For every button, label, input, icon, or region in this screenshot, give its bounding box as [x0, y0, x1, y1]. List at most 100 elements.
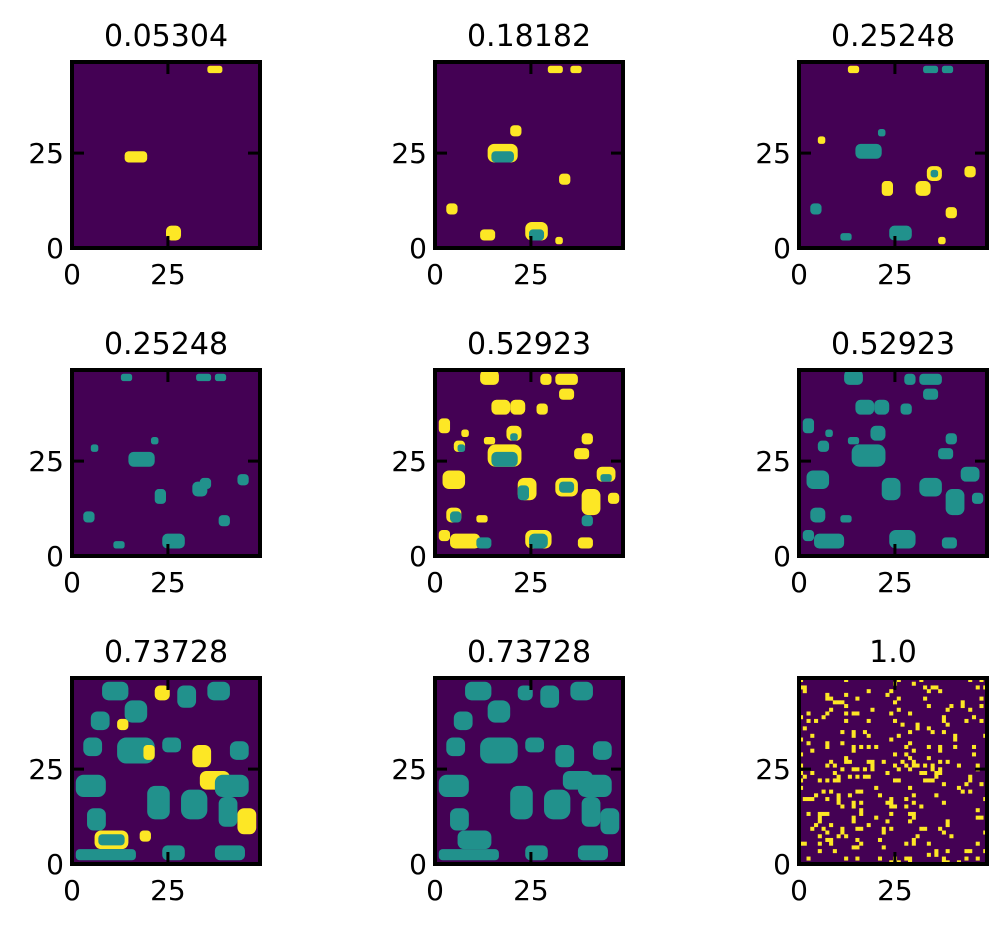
y-tick-label: 0 [409, 232, 427, 265]
heatmap-cell [817, 841, 822, 846]
heatmap-blob [840, 515, 852, 523]
heatmap-background [72, 62, 260, 248]
panel-title: 0.73728 [104, 635, 228, 670]
heatmap-cell [806, 711, 811, 716]
heatmap-blob [555, 236, 563, 245]
heatmap-cell [968, 678, 973, 683]
x-tick-label: 0 [790, 258, 808, 291]
heatmap-blob [802, 529, 815, 542]
heatmap-blob [607, 492, 620, 504]
heatmap-blob [450, 533, 481, 549]
heatmap-cell [949, 834, 954, 839]
heatmap-cell [821, 789, 826, 794]
heatmap-cell [840, 767, 845, 772]
heatmap-cell [866, 689, 871, 694]
heatmap-blob [510, 433, 518, 441]
heatmap-cell [814, 823, 819, 828]
x-tick-label: 25 [877, 874, 913, 907]
heatmap-cell [904, 804, 909, 809]
heatmap-cell [930, 730, 935, 735]
heatmap-blob [207, 65, 223, 74]
heatmap-cell [855, 711, 860, 716]
heatmap-blob [192, 744, 212, 768]
heatmap-cell [938, 767, 943, 772]
heatmap-cell [926, 689, 931, 694]
heatmap-cell [885, 692, 890, 697]
heatmap-cell [851, 730, 856, 735]
heatmap-cell [870, 763, 875, 768]
heatmap-cell [968, 789, 973, 794]
heatmap-cell [817, 849, 822, 854]
heatmap-cell [908, 767, 913, 772]
heatmap-cell [810, 826, 815, 831]
heatmap-cell [915, 763, 920, 768]
heatmap-blob [881, 477, 901, 501]
heatmap-cell [908, 741, 913, 746]
heatmap-cell [923, 826, 928, 831]
heatmap-blob [923, 65, 939, 74]
heatmap-cell [851, 748, 856, 753]
heatmap-cell [847, 793, 852, 798]
heatmap-cell [923, 696, 928, 701]
heatmap-blob [162, 845, 185, 861]
heatmap-blob [581, 433, 593, 445]
heatmap-blob [577, 774, 612, 798]
heatmap-blob [166, 225, 182, 241]
heatmap-blob [98, 834, 125, 846]
heatmap-blob [128, 451, 155, 467]
heatmap-cell [968, 849, 973, 854]
y-tick-label: 0 [409, 540, 427, 573]
heatmap-cell [968, 774, 973, 779]
heatmap-cell [941, 782, 946, 787]
heatmap-cell [926, 726, 931, 731]
heatmap-cell [941, 800, 946, 805]
heatmap-blob [438, 849, 499, 861]
heatmap-cell [799, 752, 804, 757]
panel-title: 0.18182 [467, 19, 591, 54]
heatmap-cell [859, 744, 864, 749]
heatmap-cell [900, 759, 905, 764]
x-tick-label: 0 [790, 566, 808, 599]
heatmap-cell [844, 856, 849, 861]
heatmap-blob [600, 808, 620, 835]
axes-frame [70, 60, 262, 250]
heatmap-cell [953, 733, 958, 738]
panel-3: 0.25248 0 25 0 25 [755, 19, 989, 291]
heatmap-image [72, 62, 260, 248]
heatmap-blob [964, 166, 976, 178]
panel-4: 0.25248 0 25 0 25 [28, 327, 262, 599]
heatmap-cell [911, 837, 916, 842]
heatmap-cell [919, 771, 924, 776]
heatmap-cell [889, 737, 894, 742]
heatmap-cell [971, 744, 977, 749]
heatmap-blob [465, 681, 492, 701]
heatmap-cell [923, 771, 928, 776]
heatmap-cell [926, 778, 931, 783]
heatmap-cell [941, 856, 946, 861]
heatmap-cell [855, 845, 860, 850]
heatmap-cell [799, 737, 804, 742]
heatmap-blob [446, 737, 466, 757]
heatmap-cell [904, 841, 909, 846]
heatmap-cell [866, 733, 871, 738]
heatmap-cell [851, 804, 856, 809]
heatmap-blob [855, 399, 875, 415]
heatmap-cell [956, 763, 961, 768]
heatmap-blob [577, 845, 608, 861]
heatmap-cell [817, 819, 822, 824]
heatmap-blob [480, 370, 499, 385]
axes-frame [797, 60, 989, 250]
heatmap-blob [143, 744, 155, 760]
heatmap-blob [941, 537, 957, 549]
heatmap-cell [832, 771, 837, 776]
heatmap-cell [908, 811, 913, 816]
heatmap-blob [817, 440, 830, 452]
panel-7: 0.73728 0 25 0 25 [28, 635, 262, 907]
heatmap-cell [964, 849, 969, 854]
heatmap-blob [450, 511, 462, 523]
axes-frame [433, 676, 625, 866]
heatmap-blob [457, 830, 492, 850]
heatmap-cell [832, 763, 837, 768]
heatmap-blob [237, 474, 249, 486]
heatmap-cell [840, 830, 845, 835]
